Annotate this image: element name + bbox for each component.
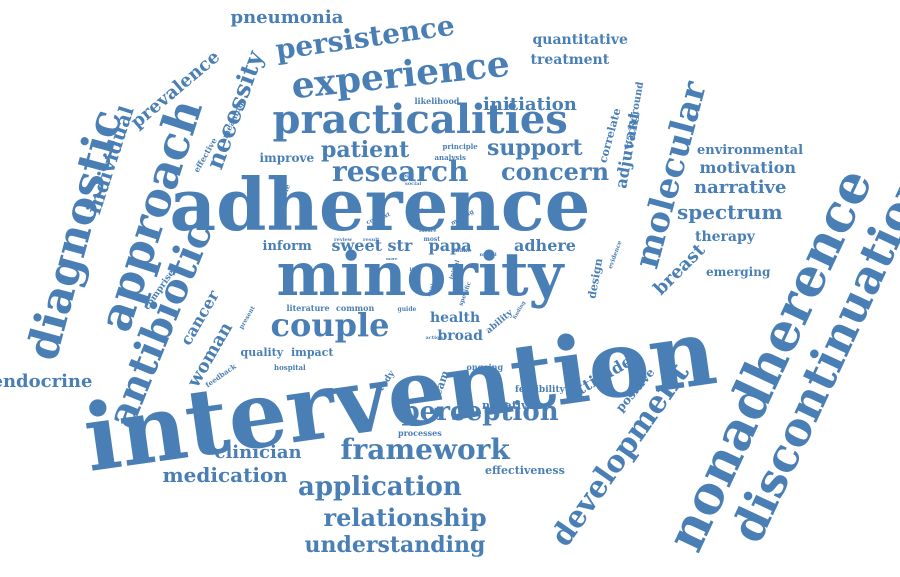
word-quality: quality xyxy=(240,345,284,359)
word-concern: concern xyxy=(501,157,610,186)
word-practicalities: practicalities xyxy=(272,96,568,143)
word-environmental: environmental xyxy=(697,142,804,158)
word-evidence: evidence xyxy=(606,239,624,270)
word-effectiveness: effectiveness xyxy=(485,463,565,477)
word-endocrine: endocrine xyxy=(0,371,93,392)
word-result: result xyxy=(363,236,380,243)
word-inform: inform xyxy=(262,238,312,254)
word-medication: medication xyxy=(162,463,288,487)
word-motivation: motivation xyxy=(699,158,797,177)
word-papa: papa xyxy=(428,236,472,255)
word-present: present xyxy=(237,304,257,331)
word-couple: couple xyxy=(270,306,390,344)
word-emerging: emerging xyxy=(706,265,771,279)
word-action: action xyxy=(425,334,443,341)
word-way: way xyxy=(410,282,419,287)
word-narrative: narrative xyxy=(694,177,787,198)
word-broad: broad xyxy=(437,328,483,344)
word-review: review xyxy=(334,236,353,243)
word-common: common xyxy=(336,303,375,313)
word-initiation: initiation xyxy=(483,94,577,115)
word-sweet: sweet xyxy=(331,236,383,255)
word-feasibility: feasibility xyxy=(515,384,565,395)
word-understanding: understanding xyxy=(304,532,486,558)
word-impact: impact xyxy=(291,345,334,359)
word-relationship: relationship xyxy=(323,503,487,532)
word-hospital: hospital xyxy=(274,362,306,372)
word-processes: processes xyxy=(398,428,442,438)
word-likelihood: likelihood xyxy=(414,96,460,106)
word-analysis: analysis xyxy=(434,152,466,162)
word-social: social xyxy=(405,180,422,187)
word-health: health xyxy=(430,310,481,326)
word-model: model xyxy=(479,251,497,258)
word-minority: minority xyxy=(276,240,564,310)
word-patient: patient xyxy=(321,137,410,163)
word-ongoing: ongoing xyxy=(466,362,504,372)
word-support: support xyxy=(487,135,583,161)
word-spectrum: spectrum xyxy=(677,200,783,224)
word-pneumonia: pneumonia xyxy=(230,7,344,28)
word-perception: perception xyxy=(401,397,559,427)
word-life: life xyxy=(409,266,419,273)
word-treatment: treatment xyxy=(530,52,610,68)
word-research: research xyxy=(332,155,469,188)
word-future: future xyxy=(419,227,437,234)
word-guide: guide xyxy=(397,306,417,313)
word-therapy: therapy xyxy=(695,229,755,245)
word-quantitative: quantitative xyxy=(532,32,628,48)
word-principle: principle xyxy=(442,141,478,151)
word-application: application xyxy=(298,472,462,502)
word-design: design xyxy=(584,256,605,300)
word-str: str xyxy=(387,236,413,255)
word-adherence: adherence xyxy=(169,162,591,247)
word-negative: negative xyxy=(482,398,535,412)
word-logic: logic xyxy=(401,172,415,179)
word-make: make xyxy=(453,247,472,254)
word-most: most xyxy=(423,236,441,243)
word-literature: literature xyxy=(286,303,330,313)
word-clinician: clinician xyxy=(214,442,302,463)
word-choice: choice xyxy=(409,208,431,215)
word-adhere: adhere xyxy=(514,236,576,255)
word-framework: framework xyxy=(340,433,510,466)
word-improve: improve xyxy=(259,151,315,165)
word-more: more xyxy=(386,256,398,261)
